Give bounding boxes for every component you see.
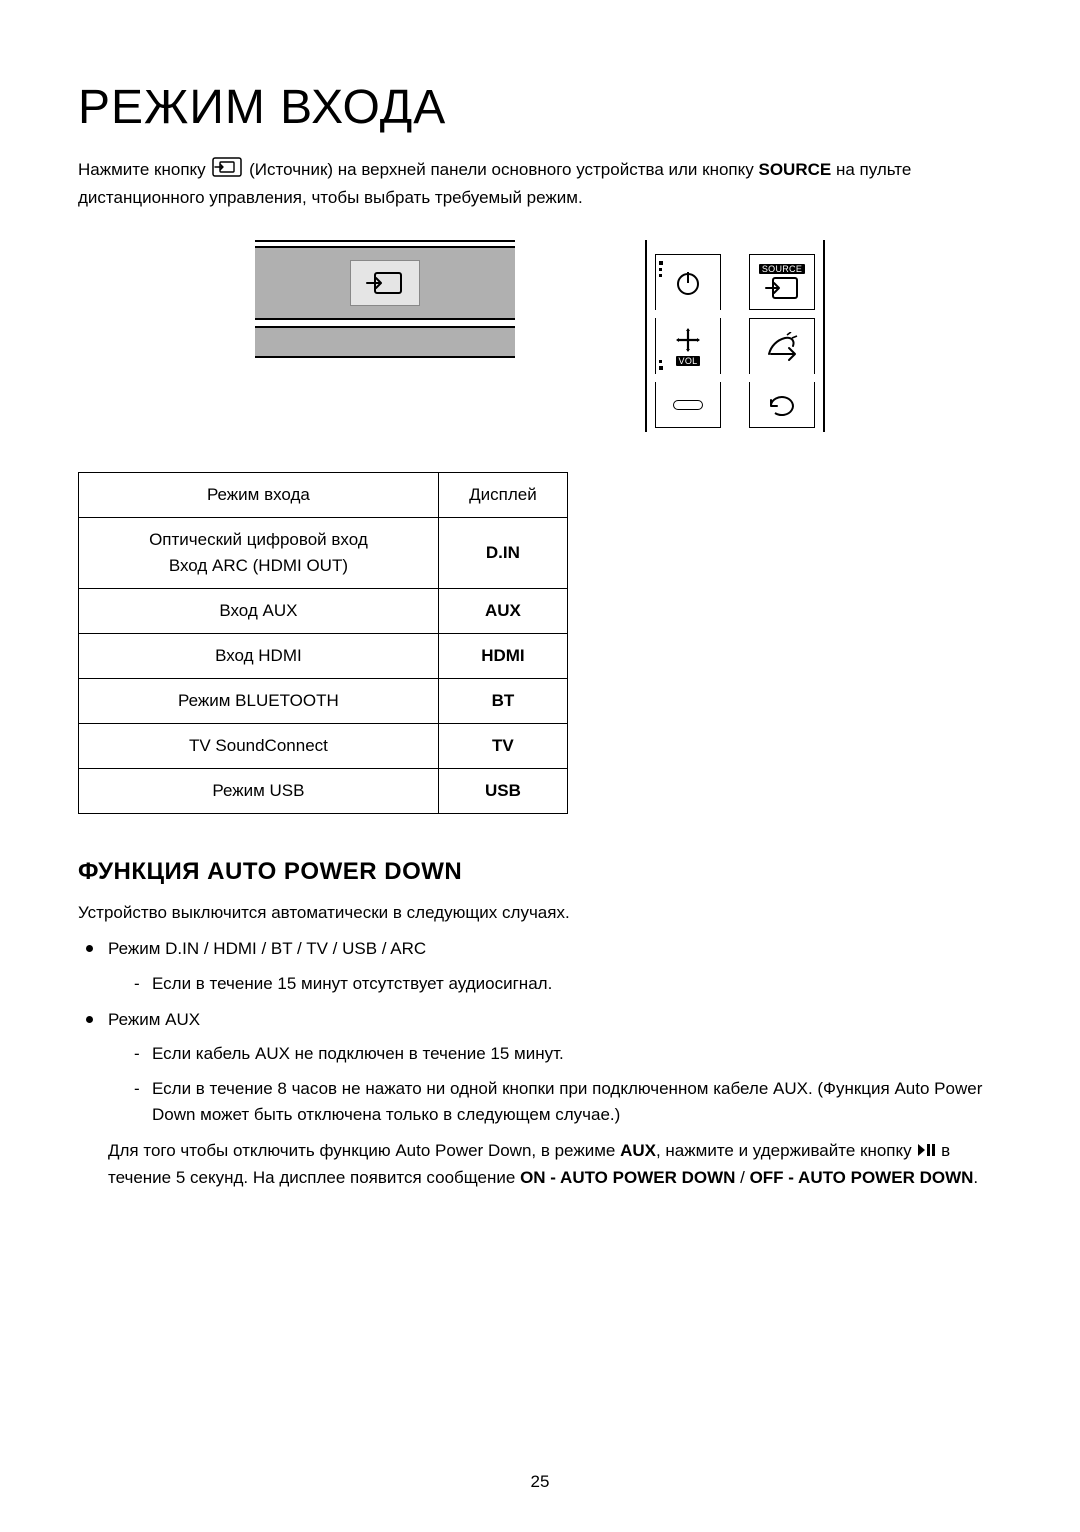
repeat-icon: [765, 392, 799, 418]
remote-figure: SOURCE VOL: [645, 240, 825, 432]
table-cell-display: TV: [438, 724, 567, 769]
final-end: .: [973, 1168, 978, 1187]
sound-effect-icon: [765, 332, 799, 362]
table-cell-display: HDMI: [438, 634, 567, 679]
remote-vol-bottom-cell: [655, 382, 721, 428]
play-pause-icon: [917, 1139, 935, 1165]
final-pre: Для того чтобы отключить функцию Auto Po…: [108, 1141, 620, 1160]
apd-bullet-list: Режим D.IN / HDMI / BT / TV / USB / ARC …: [78, 936, 1002, 1128]
remote-vol-label: VOL: [676, 356, 701, 366]
final-aux: AUX: [620, 1141, 656, 1160]
apd-final-note: Для того чтобы отключить функцию Auto Po…: [78, 1138, 1002, 1191]
table-cell-mode-line2: Вход ARC (HDMI OUT): [87, 556, 430, 576]
remote-repeat-cell: [749, 382, 815, 428]
apd-heading: ФУНКЦИЯ AUTO POWER DOWN: [78, 858, 1002, 886]
final-on: ON - AUTO POWER DOWN: [520, 1168, 735, 1187]
table-row: Режим USB USB: [79, 769, 568, 814]
remote-vol-cell: VOL: [655, 318, 721, 374]
remote-power-cell: [655, 254, 721, 310]
table-cell-mode: Режим USB: [79, 769, 439, 814]
table-row: Вход HDMI HDMI: [79, 634, 568, 679]
source-icon: [212, 157, 242, 185]
bullet-title: Режим D.IN / HDMI / BT / TV / USB / ARC: [108, 939, 426, 958]
final-sep: /: [735, 1168, 749, 1187]
table-header-mode: Режим входа: [79, 473, 439, 518]
table-cell-mode: Режим BLUETOOTH: [79, 679, 439, 724]
pill-icon: [673, 400, 703, 410]
table-row: Вход AUX AUX: [79, 589, 568, 634]
intro-paragraph: Нажмите кнопку (Источник) на верхней пан…: [78, 157, 1002, 210]
power-icon: [673, 268, 703, 298]
final-off: OFF - AUTO POWER DOWN: [750, 1168, 974, 1187]
table-cell-display: USB: [438, 769, 567, 814]
table-row: Режим BLUETOOTH BT: [79, 679, 568, 724]
intro-source-word: SOURCE: [758, 160, 831, 179]
remote-sound-cell: [749, 318, 815, 374]
table-cell-display: BT: [438, 679, 567, 724]
list-item: Режим AUX Если кабель AUX не подключен в…: [82, 1007, 1002, 1128]
soundbar-source-button: [350, 260, 420, 306]
bullet-title: Режим AUX: [108, 1010, 200, 1029]
table-cell-display: D.IN: [438, 518, 567, 589]
figures-row: SOURCE VOL: [78, 240, 1002, 432]
input-mode-table: Режим входа Дисплей Оптический цифровой …: [78, 472, 568, 814]
apd-intro: Устройство выключится автоматически в сл…: [78, 900, 1002, 926]
list-item: Если в течение 8 часов не нажато ни одно…: [134, 1076, 1002, 1129]
table-row: TV SoundConnect TV: [79, 724, 568, 769]
intro-text-post-icon: (Источник) на верхней панели основного у…: [249, 160, 758, 179]
table-cell-mode: Вход AUX: [79, 589, 439, 634]
list-item: Режим D.IN / HDMI / BT / TV / USB / ARC …: [82, 936, 1002, 997]
table-cell-mode: TV SoundConnect: [79, 724, 439, 769]
remote-source-cell: SOURCE: [749, 254, 815, 310]
soundbar-figure: [255, 240, 515, 358]
page-title: РЕЖИМ ВХОДА: [78, 80, 1002, 135]
page: РЕЖИМ ВХОДА Нажмите кнопку (Источник) на…: [0, 0, 1080, 1532]
page-number: 25: [0, 1472, 1080, 1492]
table-cell-display: AUX: [438, 589, 567, 634]
table-row: Оптический цифровой вход Вход ARC (HDMI …: [79, 518, 568, 589]
table-header-display: Дисплей: [438, 473, 567, 518]
list-item: Если кабель AUX не подключен в течение 1…: [134, 1041, 1002, 1067]
table-cell-mode: Вход HDMI: [79, 634, 439, 679]
final-mid: , нажмите и удерживайте кнопку: [656, 1141, 916, 1160]
plus-icon: [674, 326, 702, 354]
table-cell-mode: Оптический цифровой вход: [149, 530, 368, 549]
source-icon: [365, 269, 405, 297]
list-item: Если в течение 15 минут отсутствует ауди…: [134, 971, 1002, 997]
intro-text-pre: Нажмите кнопку: [78, 160, 210, 179]
remote-source-label: SOURCE: [759, 264, 805, 274]
source-icon: [765, 276, 799, 300]
